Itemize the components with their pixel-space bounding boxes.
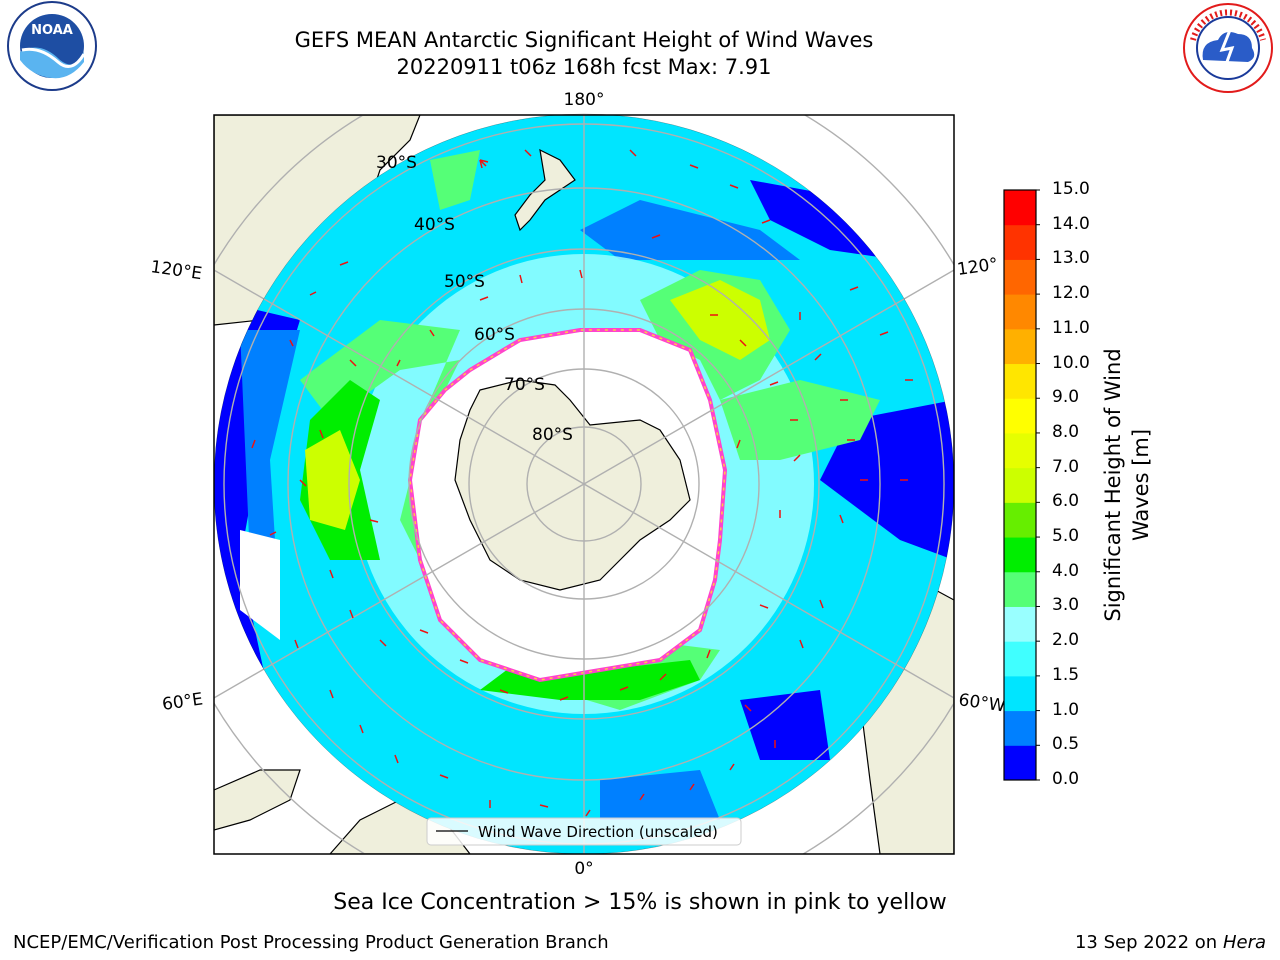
colorbar-segment	[1004, 675, 1036, 712]
wind-arrows	[251, 149, 913, 817]
colorbar-label: Significant Height of Wind Waves [m]	[1101, 348, 1153, 621]
sea-ice-note: Sea Ice Concentration > 15% is shown in …	[333, 890, 947, 915]
antarctica-land	[454, 379, 691, 591]
footer-date: 13 Sep 2022 on Hera	[1075, 932, 1266, 953]
colorbar-tick-label: 9.0	[1052, 387, 1080, 408]
colorbar-label-line2: Waves [m]	[1129, 429, 1153, 541]
colorbar-segment	[1004, 432, 1036, 469]
lat-label-30: 30°S	[376, 153, 417, 173]
colorbar-tick-label: 7.0	[1052, 456, 1080, 477]
colorbar-segment	[1004, 571, 1036, 607]
colorbar-tick-label: 1.5	[1052, 664, 1080, 685]
colorbar-segment	[1004, 294, 1036, 330]
map-frame	[213, 114, 955, 855]
colorbar-segment	[1004, 606, 1036, 642]
colorbar-segment	[1004, 467, 1036, 503]
colorbar-tick-label: 1.0	[1052, 699, 1080, 720]
lat-label-40: 40°S	[414, 215, 455, 235]
colorbar-tick-label: 4.0	[1052, 560, 1080, 581]
colorbar-tick-label: 15.0	[1052, 179, 1090, 199]
colorbar-tick-label: 11.0	[1052, 317, 1090, 338]
colorbar-tick-label: 3.0	[1052, 595, 1080, 616]
colorbar-segment	[1004, 710, 1036, 746]
colorbar-segment	[1004, 259, 1036, 295]
colorbar-tick-label: 6.0	[1052, 491, 1080, 512]
colorbar-tick-label: 10.0	[1052, 352, 1090, 373]
colorbar-label-line1: Significant Height of Wind	[1101, 348, 1125, 621]
colorbar-tick-label: 0.0	[1052, 769, 1080, 789]
nws-logo	[1183, 3, 1273, 93]
chart-title: GEFS MEAN Antarctic Significant Height o…	[294, 28, 874, 52]
colorbar-tick-label: 12.0	[1052, 283, 1090, 304]
colorbar-tick-label: 13.0	[1052, 248, 1090, 269]
colorbar	[1003, 189, 1040, 781]
chart-subtitle: 20220911 t06z 168h fcst Max: 7.91	[396, 55, 772, 79]
lon-label-bottom: 0°	[574, 859, 593, 879]
svg-text:NOAA: NOAA	[31, 23, 73, 38]
colorbar-tick-label: 14.0	[1052, 213, 1090, 234]
colorbar-segment	[1004, 224, 1036, 260]
lat-label-70: 70°S	[504, 375, 545, 395]
colorbar-segment	[1004, 502, 1036, 538]
legend-label: Wind Wave Direction (unscaled)	[478, 823, 718, 841]
colorbar-tick-label: 5.0	[1052, 526, 1080, 547]
colorbar-tick-label: 8.0	[1052, 421, 1080, 442]
footer-org: NCEP/EMC/Verification Post Processing Pr…	[13, 932, 609, 953]
colorbar-segment	[1004, 745, 1036, 781]
colorbar-segment	[1004, 398, 1036, 434]
map-legend: Wind Wave Direction (unscaled)	[426, 817, 742, 846]
footer-date-text: 13 Sep 2022 on	[1074, 932, 1218, 953]
colorbar-segment	[1004, 328, 1036, 365]
lat-label-60: 60°S	[474, 325, 515, 345]
lon-label-top: 180°	[564, 90, 605, 110]
lon-label-upper-right: 120°	[956, 254, 999, 280]
graticule	[214, 115, 954, 854]
colorbar-tick-label: 0.5	[1052, 734, 1080, 755]
colorbar-segment	[1004, 537, 1036, 573]
colorbar-segment	[1004, 363, 1036, 399]
africa-land	[214, 769, 301, 831]
lat-label-50: 50°S	[444, 272, 485, 292]
noaa-logo: NOAA	[7, 1, 97, 91]
colorbar-segment	[1004, 641, 1036, 677]
colorbar-tick-label: 2.0	[1052, 630, 1080, 651]
colorbar-segment	[1004, 190, 1036, 226]
lat-label-80: 80°S	[532, 425, 573, 445]
lon-label-upper-left: 120°E	[149, 257, 203, 284]
lon-label-lower-left: 60°E	[161, 689, 204, 714]
footer-host: Hera	[1222, 932, 1266, 953]
